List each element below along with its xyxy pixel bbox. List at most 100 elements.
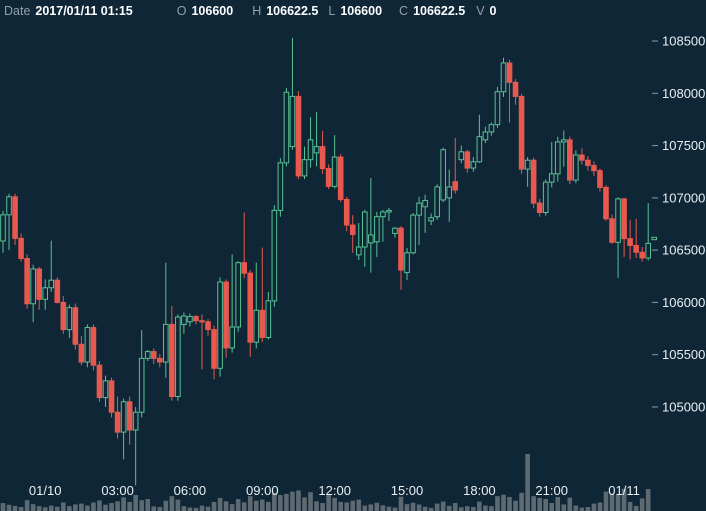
candle[interactable] (6, 193, 12, 251)
volume-bar[interactable] (597, 502, 603, 511)
volume-bar[interactable] (73, 504, 78, 511)
volume-bar[interactable] (278, 495, 283, 511)
volume-bar[interactable] (489, 506, 494, 511)
candle[interactable] (416, 196, 422, 245)
candle[interactable] (530, 157, 537, 209)
candle[interactable] (506, 59, 513, 123)
candle[interactable] (374, 211, 380, 257)
volume-bar[interactable] (115, 501, 120, 511)
candle[interactable] (422, 194, 428, 233)
volume-bar[interactable] (428, 507, 434, 511)
candle[interactable] (12, 193, 18, 245)
volume-bar[interactable] (398, 496, 404, 511)
candle[interactable] (181, 312, 187, 334)
candle[interactable] (96, 360, 103, 402)
candle[interactable] (554, 136, 561, 182)
candle[interactable] (163, 262, 169, 378)
volume-bar[interactable] (229, 504, 235, 511)
volume-bar[interactable] (362, 505, 368, 511)
volume-bar[interactable] (272, 492, 277, 511)
candle[interactable] (331, 135, 338, 189)
volume-bar[interactable] (434, 503, 440, 511)
candle[interactable] (452, 137, 459, 194)
candle[interactable] (30, 264, 36, 323)
volume-bar[interactable] (42, 507, 48, 511)
volume-bar[interactable] (446, 505, 452, 511)
volume-bar[interactable] (392, 507, 398, 511)
volume-bar[interactable] (175, 499, 181, 511)
candle[interactable] (579, 148, 585, 165)
volume-bar[interactable] (6, 504, 12, 511)
candle[interactable] (488, 122, 495, 136)
candle[interactable] (548, 141, 555, 188)
volume-bar[interactable] (531, 496, 536, 511)
volume-bar[interactable] (422, 506, 428, 511)
candle[interactable] (144, 350, 151, 361)
volume-bar[interactable] (85, 505, 90, 511)
volume-bar[interactable] (368, 504, 374, 511)
volume-bar[interactable] (211, 501, 217, 511)
volume-bar[interactable] (235, 499, 241, 511)
volume-bar[interactable] (633, 505, 639, 511)
volume-bar[interactable] (458, 507, 464, 511)
candle[interactable] (645, 203, 652, 261)
candle[interactable] (229, 254, 235, 353)
candle[interactable] (325, 164, 332, 189)
volume-bar[interactable] (253, 500, 259, 511)
candle[interactable] (470, 157, 477, 172)
volume-bar[interactable] (314, 501, 319, 511)
volume-bar[interactable] (79, 503, 84, 511)
volume-bar[interactable] (483, 505, 488, 511)
candle[interactable] (573, 150, 579, 184)
candle[interactable] (271, 205, 278, 307)
candle[interactable] (434, 184, 440, 220)
candle[interactable] (84, 324, 91, 368)
candle[interactable] (380, 209, 386, 242)
candle[interactable] (651, 236, 658, 241)
candle[interactable] (639, 247, 645, 262)
candle[interactable] (621, 197, 627, 257)
candle[interactable] (458, 145, 465, 164)
candle[interactable] (464, 149, 471, 173)
candle[interactable] (313, 112, 320, 167)
volume-bar[interactable] (127, 501, 132, 511)
candle[interactable] (36, 266, 42, 310)
volume-bar[interactable] (266, 501, 271, 511)
candle[interactable] (54, 277, 61, 304)
candle[interactable] (150, 348, 157, 365)
candle[interactable] (446, 169, 453, 222)
volume-bar[interactable] (151, 506, 157, 511)
candle[interactable] (253, 262, 260, 349)
candle[interactable] (90, 324, 97, 371)
volume-bar[interactable] (139, 500, 144, 511)
candle[interactable] (560, 130, 567, 167)
candle[interactable] (615, 197, 621, 278)
volume-bar[interactable] (356, 499, 362, 511)
candle[interactable] (319, 130, 326, 174)
volume-bar[interactable] (193, 507, 199, 511)
candle[interactable] (349, 215, 356, 253)
volume-bar[interactable] (97, 500, 102, 511)
candle[interactable] (48, 240, 55, 292)
candle[interactable] (343, 196, 350, 232)
candle[interactable] (404, 248, 410, 280)
volume-bar[interactable] (223, 501, 229, 511)
candle[interactable] (591, 161, 597, 176)
volume-bar[interactable] (36, 506, 42, 511)
volume-bar[interactable] (591, 503, 597, 511)
candle[interactable] (633, 218, 639, 258)
volume-bar[interactable] (621, 488, 627, 511)
volume-bar[interactable] (109, 503, 114, 511)
volume-bar[interactable] (410, 502, 416, 511)
volume-bar[interactable] (537, 497, 542, 511)
candle[interactable] (211, 325, 217, 380)
candle[interactable] (187, 313, 193, 327)
candle[interactable] (193, 314, 199, 325)
volume-bar[interactable] (308, 492, 313, 511)
candle[interactable] (585, 156, 591, 171)
candle[interactable] (0, 210, 6, 253)
volume-bar[interactable] (48, 505, 54, 511)
volume-bar[interactable] (284, 493, 289, 511)
volume-bar[interactable] (615, 495, 621, 511)
